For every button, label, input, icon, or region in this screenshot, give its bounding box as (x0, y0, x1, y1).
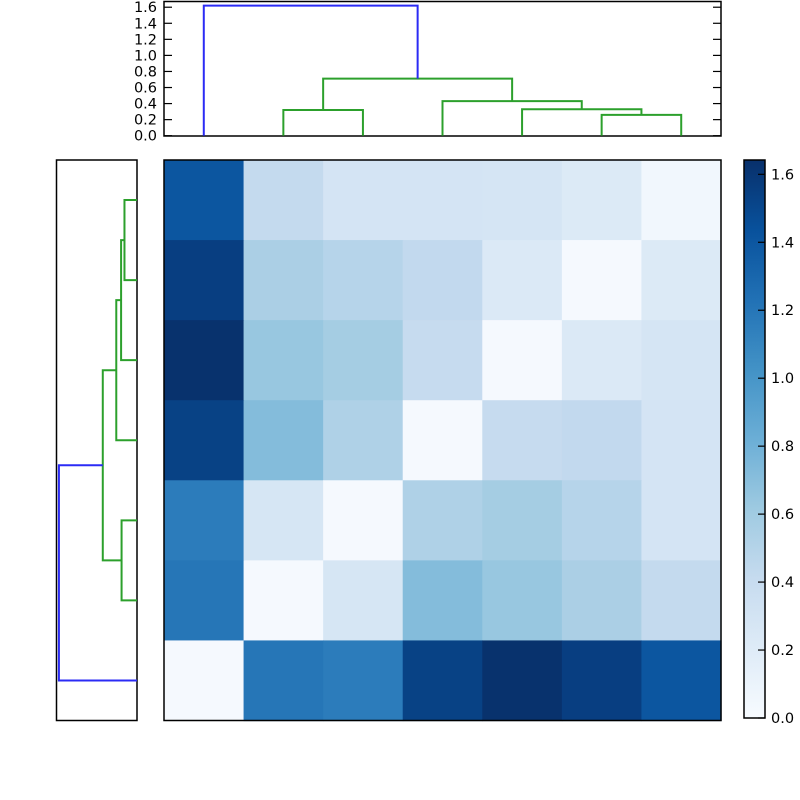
dendrogram-link (101, 369, 122, 562)
heatmap-cell-r3c2 (243, 320, 324, 401)
heatmap-cell-r7c2 (243, 640, 324, 722)
heatmap-cell-r6c1 (164, 560, 245, 642)
heatmap (163, 159, 722, 722)
heatmap-cell-r3c5 (482, 320, 563, 401)
top-axis-tick-label: 1.0 (134, 48, 157, 64)
heatmap-cell-r2c6 (561, 240, 643, 321)
top-axis-tick-label: 0.2 (134, 113, 157, 129)
heatmap-cell-r3c4 (402, 320, 483, 401)
heatmap-cell-r5c3 (323, 480, 404, 561)
heatmap-cell-r5c1 (164, 480, 245, 561)
dendrogram-link (600, 113, 683, 136)
heatmap-cell-r5c7 (641, 480, 722, 561)
heatmap-cell-r2c7 (641, 240, 722, 321)
heatmap-cell-r3c1 (164, 320, 245, 401)
heatmap-cell-r1c1 (164, 160, 245, 241)
heatmap-cell-r3c6 (561, 320, 643, 401)
heatmap-cell-r5c6 (561, 480, 643, 561)
heatmap-cell-r5c2 (243, 480, 324, 561)
colorbar: 0.0 0.2 0.4 0.6 0.8 1.0 1.2 1.4 1.6 (743, 159, 794, 727)
dendrogram-link (115, 299, 137, 442)
heatmap-cell-r4c2 (243, 400, 324, 481)
heatmap-cell-r4c4 (402, 400, 483, 481)
heatmap-cell-r2c3 (323, 240, 404, 321)
heatmap-cell-r7c5 (482, 640, 563, 722)
heatmap-cell-r6c6 (561, 560, 643, 642)
colorbar-tick-label: 0.2 (771, 643, 794, 659)
heatmap-cell-r5c4 (402, 480, 483, 561)
dendrogram-link (123, 199, 137, 282)
top-axis-tick-label: 1.4 (134, 16, 157, 32)
heatmap-cell-r2c4 (402, 240, 483, 321)
heatmap-cell-r1c5 (482, 160, 563, 241)
heatmap-cell-r7c1 (164, 640, 245, 722)
heatmap-cell-r1c3 (323, 160, 404, 241)
top-dendrogram: 0.00.20.40.60.81.01.21.41.6 (134, 0, 722, 145)
heatmap-cell-r3c7 (641, 320, 722, 401)
top-dendrogram-frame (163, 0, 722, 137)
colorbar-tick-label: 1.2 (771, 303, 794, 319)
dendrogram-link (521, 108, 643, 136)
heatmap-cell-r6c5 (482, 560, 563, 642)
heatmap-cell-r6c2 (243, 560, 324, 642)
colorbar-tick-label: 1.6 (771, 167, 794, 183)
top-axis-tick-label: 0.6 (134, 81, 157, 97)
top-axis-tick-label: 0.4 (134, 97, 157, 113)
heatmap-cell-r5c5 (482, 480, 563, 561)
heatmap-cell-r7c3 (323, 640, 404, 722)
heatmap-cell-r1c6 (561, 160, 643, 241)
dendrogram-link (57, 464, 137, 682)
dendrogram-link (322, 77, 514, 111)
heatmap-cell-r6c3 (323, 560, 404, 642)
top-axis-tick-label: 1.6 (134, 0, 157, 16)
heatmap-cell-r4c5 (482, 400, 563, 481)
heatmap-cell-r3c3 (323, 320, 404, 401)
heatmap-cell-r7c7 (641, 640, 722, 722)
heatmap-cell-r2c2 (243, 240, 324, 321)
heatmap-cell-r4c1 (164, 400, 245, 481)
colorbar-tick-label: 0.6 (771, 507, 794, 523)
heatmap-cell-r4c3 (323, 400, 404, 481)
heatmap-cell-r4c7 (641, 400, 722, 481)
heatmap-frame (163, 159, 722, 722)
dendrogram-link (202, 4, 419, 136)
heatmap-cell-r1c2 (243, 160, 324, 241)
heatmap-cell-r7c4 (402, 640, 483, 722)
colorbar-tick-label: 0.4 (771, 575, 794, 591)
heatmap-cell-r7c6 (561, 640, 643, 722)
dendrogram-link (282, 109, 364, 136)
colorbar-gradient (744, 160, 765, 718)
left-dendrogram (55, 159, 138, 722)
heatmap-cell-r2c5 (482, 240, 563, 321)
colorbar-tick-label: 1.0 (771, 371, 794, 387)
heatmap-cell-r6c7 (641, 560, 722, 642)
dendrogram-link (120, 519, 137, 602)
heatmap-cell-r1c7 (641, 160, 722, 241)
top-axis-tick-label: 1.2 (134, 32, 157, 48)
dendrogram-link (441, 100, 583, 136)
heatmap-cell-r4c6 (561, 400, 643, 481)
heatmap-cell-r1c4 (402, 160, 483, 241)
colorbar-tick-label: 0.8 (771, 439, 794, 455)
top-axis-tick-label: 0.8 (134, 64, 157, 80)
colorbar-frame (743, 159, 766, 719)
heatmap-cell-r6c4 (402, 560, 483, 642)
colorbar-tick-label: 1.4 (771, 235, 794, 251)
top-axis-tick-label: 0.0 (134, 129, 157, 145)
heatmap-cell-r2c1 (164, 240, 245, 321)
colorbar-tick-label: 0.0 (771, 711, 794, 727)
